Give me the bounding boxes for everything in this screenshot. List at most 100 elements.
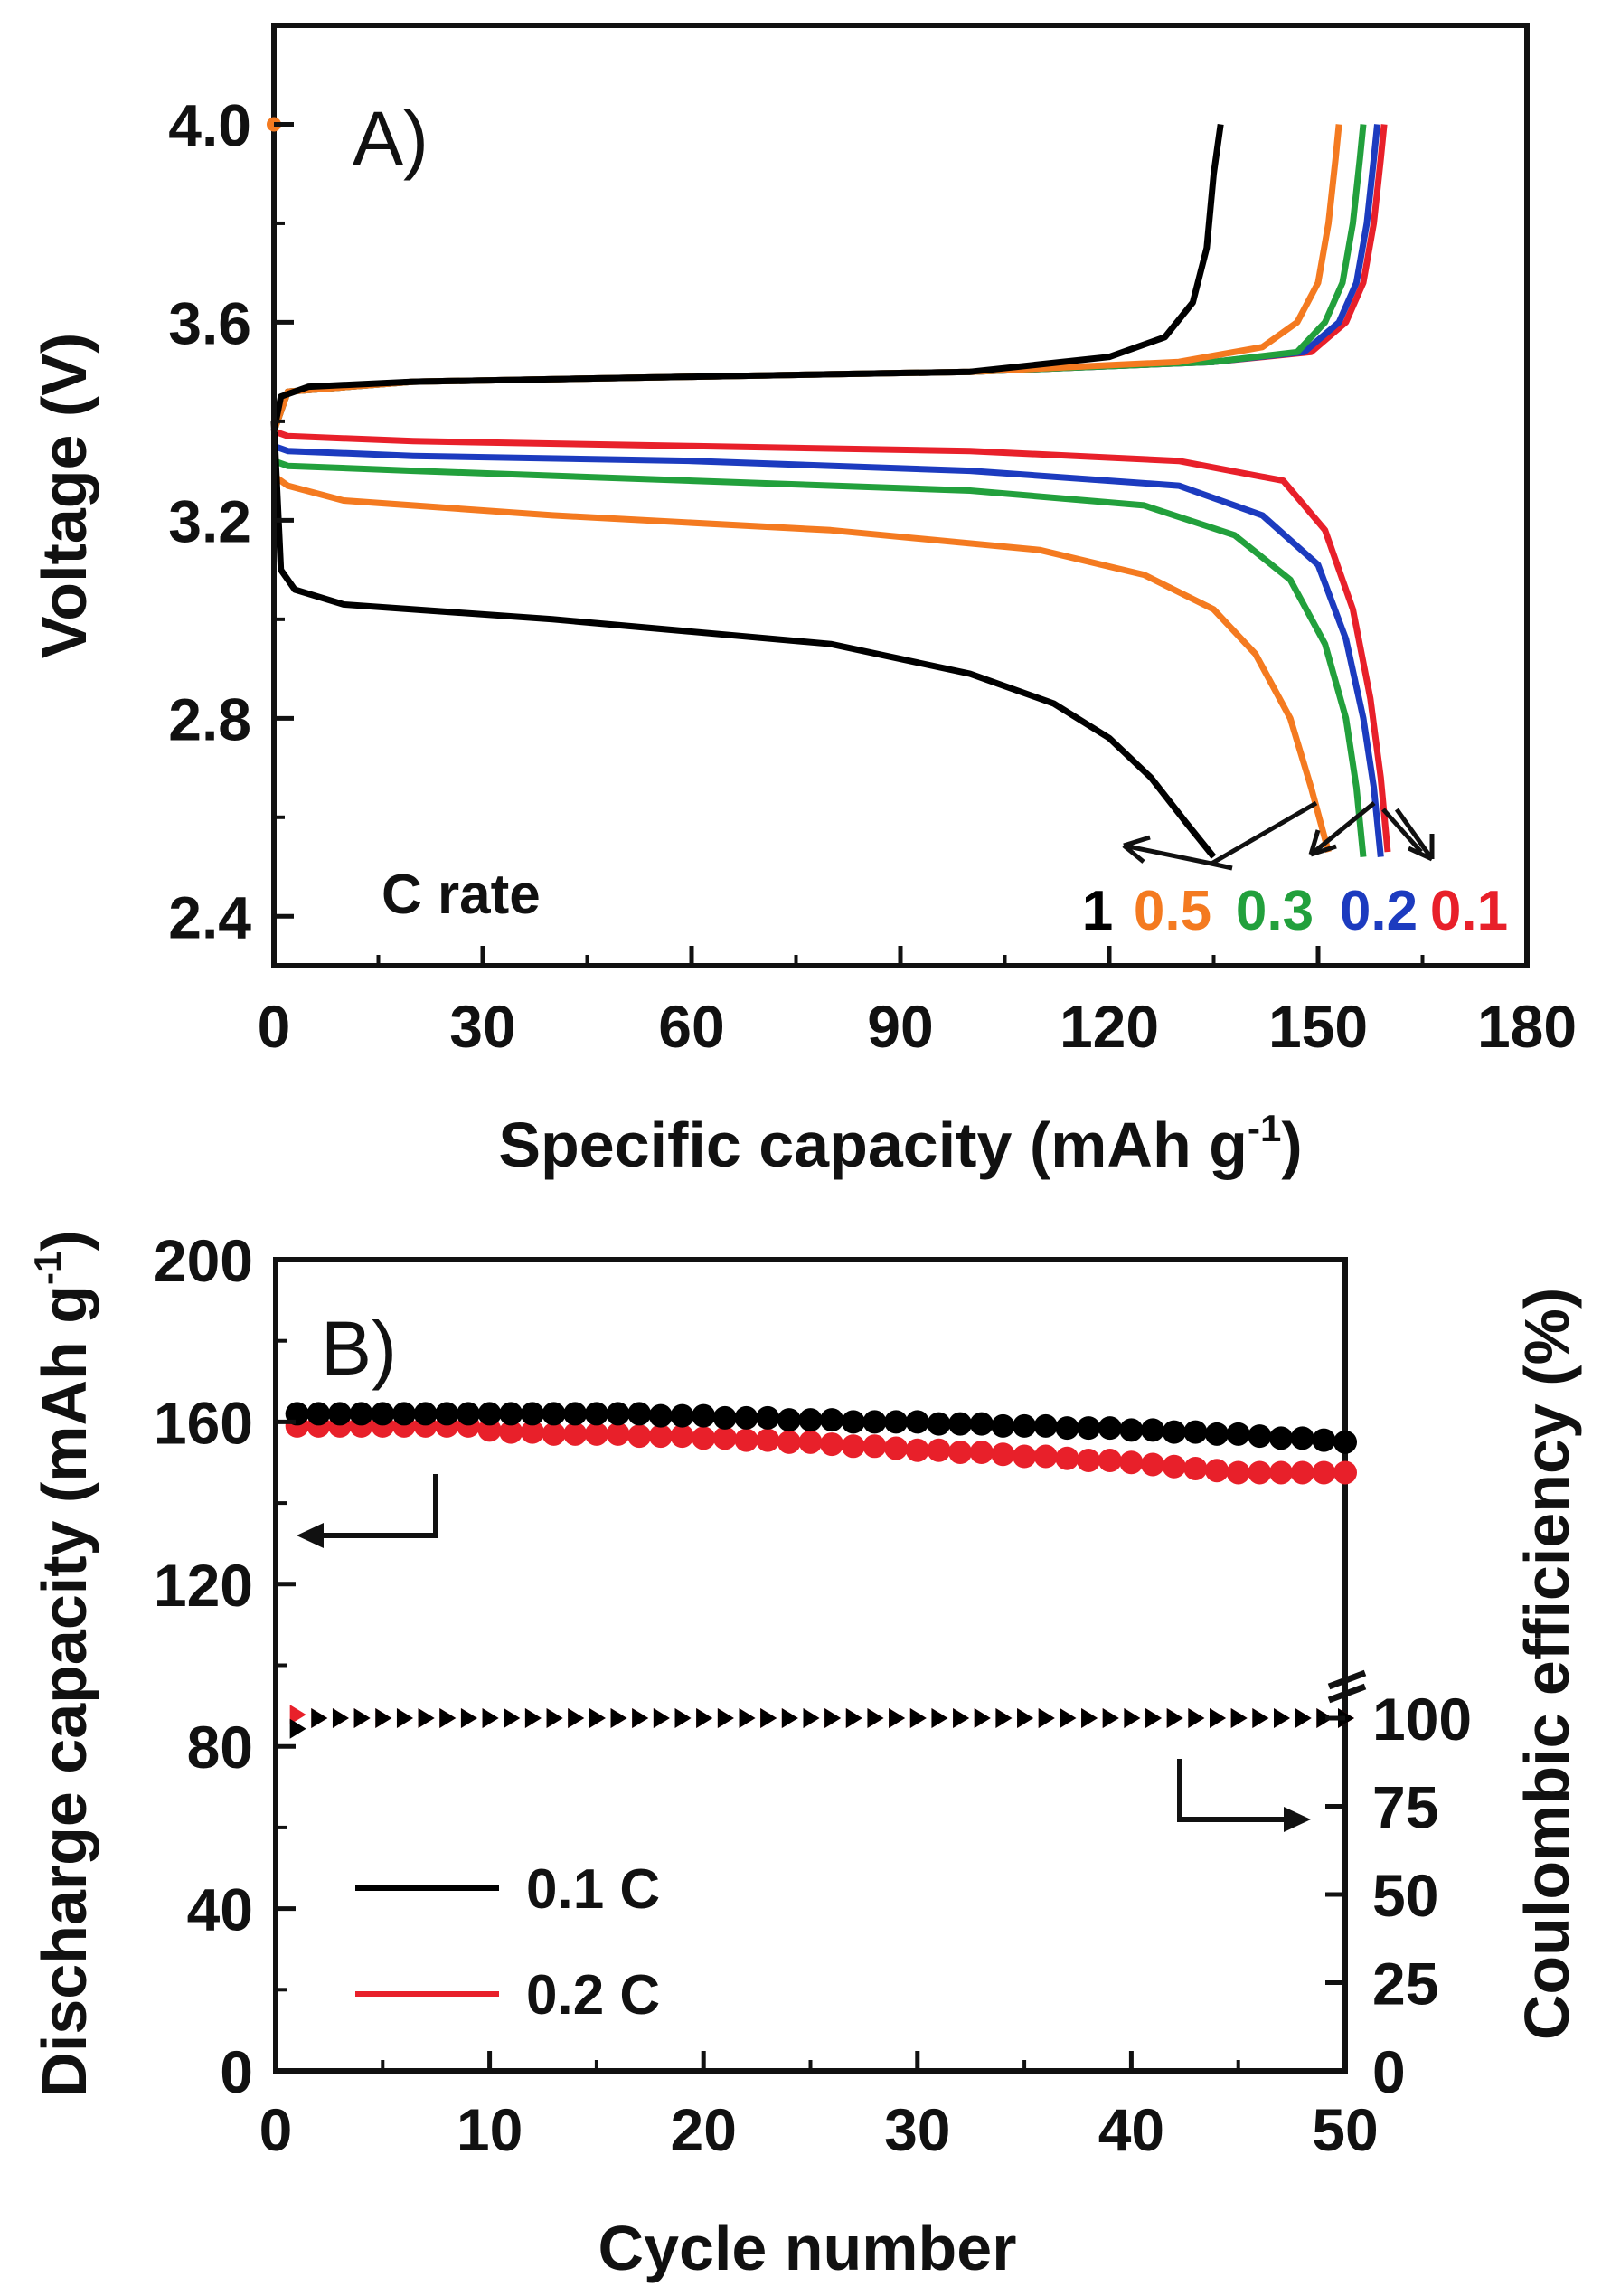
capacity-point-01C [712,1405,737,1430]
efficiency-point-01C [1145,1708,1163,1728]
panel-b-x-tick-label: 50 [1312,2096,1378,2163]
panel-b-series-group [285,1402,1357,1739]
panel-a-x-axis-title: Specific capacity (mAh g-1) [498,1107,1302,1180]
panel-b-plot-frame [273,1257,1348,2074]
discharge-curve-1 [270,420,1217,859]
efficiency-point-01C [1230,1708,1248,1728]
efficiency-point-01C [375,1708,392,1728]
panel-b-x-tick-label: 40 [1098,2096,1164,2163]
capacity-point-01C [327,1402,352,1426]
efficiency-point-01C [781,1708,798,1728]
capacity-point-01C [1205,1422,1229,1446]
efficiency-point-01C [824,1708,842,1728]
rate-label-1: 1 [1082,880,1113,942]
efficiency-point-01C [1166,1708,1183,1728]
efficiency-point-01C [1188,1708,1205,1728]
panel-b-y-ticks: 0 40 80 120 160 200 [154,1227,296,2105]
capacity-point-01C [1226,1422,1250,1446]
efficiency-point-01C [696,1708,713,1728]
capacity-point-02C [563,1422,588,1446]
efficiency-point-01C [1038,1708,1055,1728]
capacity-point-01C [477,1402,502,1426]
efficiency-point-01C [353,1708,371,1728]
panel-b-y-axis-title-sup: -1 [26,1252,69,1285]
efficiency-point-01C [1081,1708,1098,1728]
capacity-point-02C [927,1438,951,1462]
capacity-point-02C [841,1434,865,1459]
panel-b-y-tick-label: 0 [220,2038,253,2105]
capacity-point-02C [1183,1456,1208,1480]
efficiency-point-01C [953,1708,970,1728]
efficiency-point-01C [1124,1708,1141,1728]
panel-b-y2-tick-label: 25 [1372,1951,1438,2017]
panel-a-y-tick-label: 2.8 [168,685,251,752]
capacity-point-01C [413,1402,438,1426]
discharge-curve-01 [272,428,1391,853]
capacity-point-02C [1333,1460,1357,1485]
efficiency-point-01C [803,1708,820,1728]
efficiency-point-01C [717,1708,734,1728]
efficiency-point-01C [845,1708,862,1728]
arrow-rate-1 [1123,843,1212,866]
capacity-point-02C [712,1426,737,1450]
efficiency-point-01C [482,1708,499,1728]
efficiency-point-01C [1338,1708,1354,1728]
capacity-point-01C [991,1413,1015,1438]
capacity-point-01C [948,1412,973,1436]
panel-b-label: B) [321,1306,397,1391]
legend-label-01c: 0.1 C [526,1858,660,1921]
discharge-curve-05 [271,473,1332,854]
capacity-point-01C [1077,1416,1101,1441]
panel-a-x-axis-title-sup: -1 [1248,1107,1281,1149]
efficiency-point-01C [568,1708,585,1728]
rate-label-05: 0.5 [1134,880,1211,942]
capacity-point-01C [606,1402,630,1426]
capacity-point-01C [349,1402,373,1426]
capacity-point-01C [692,1403,716,1428]
efficiency-point-01C [632,1708,649,1728]
arrow-rate-01-head [1407,834,1435,862]
efficiency-point-01C [504,1708,521,1728]
efficiency-point-01C [332,1708,349,1728]
arrow-rate-01 [1394,808,1435,861]
panel-a-series-group [267,117,1391,859]
panel-b-left-arrow [306,1474,438,1538]
panel-b-x-tick-label: 20 [670,2096,736,2163]
capacity-point-02C [734,1428,758,1452]
capacity-point-01C [670,1403,694,1428]
panel-b-y2-tick-label: 0 [1372,2038,1406,2105]
efficiency-point-01C [909,1708,927,1728]
panel-a-x-axis-title-close: ) [1281,1110,1302,1180]
rate-label-03: 0.3 [1236,880,1314,942]
capacity-point-02C [862,1434,887,1459]
capacity-point-02C [1248,1460,1272,1485]
capacity-point-02C [692,1426,716,1450]
capacity-point-01C [499,1402,523,1426]
panel-b-x-tick-label: 30 [884,2096,950,2163]
discharge-curve-02 [272,442,1384,857]
capacity-point-02C [1205,1459,1229,1483]
capacity-point-01C [927,1412,951,1436]
efficiency-point-01C [311,1708,328,1728]
capacity-point-01C [584,1402,608,1426]
panel-a-y-tick-label: 3.6 [168,289,251,356]
panel-a-x-ticks: 0 30 60 90 120 150 180 [258,946,1577,1060]
capacity-point-01C [1248,1424,1272,1449]
capacity-point-01C [777,1408,801,1432]
capacity-point-02C [1013,1444,1037,1469]
efficiency-point-01C [546,1708,563,1728]
efficiency-point-01C [974,1708,991,1728]
capacity-point-01C [1033,1413,1058,1438]
capacity-point-02C [627,1424,652,1449]
capacity-point-01C [371,1402,395,1426]
capacity-point-01C [905,1410,929,1434]
panel-a-x-tick-label: 120 [1060,993,1159,1060]
panel-a-x-tick-label: 0 [258,993,291,1060]
panel-a-rate-labels: 1 0.5 0.3 0.2 0.1 [1082,880,1508,942]
efficiency-point-01C [739,1708,756,1728]
capacity-point-02C [798,1430,823,1454]
capacity-point-02C [1141,1452,1165,1477]
capacity-point-02C [1269,1460,1294,1485]
legend-label-02c: 0.2 C [526,1964,660,2027]
